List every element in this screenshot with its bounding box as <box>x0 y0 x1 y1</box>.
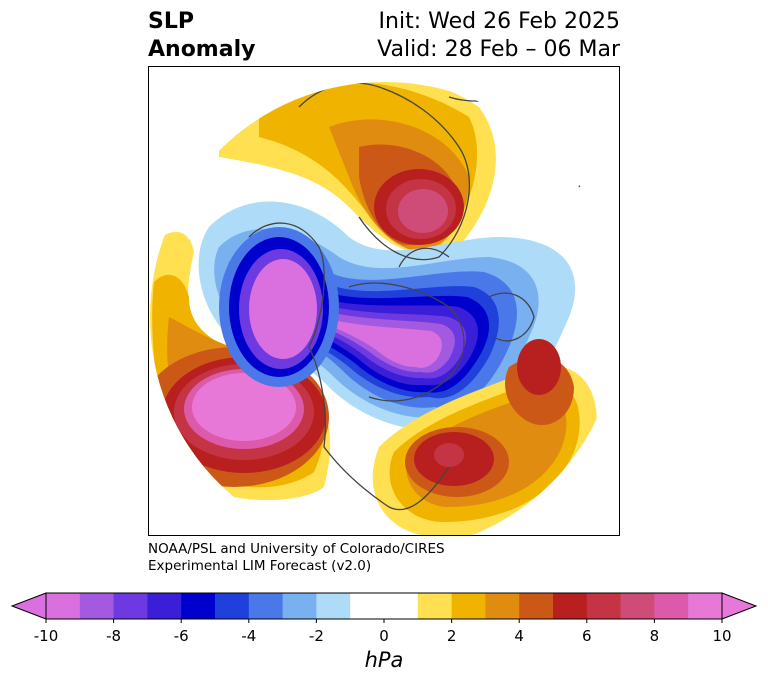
colorbar-swatch <box>654 593 689 619</box>
colorbar-swatch <box>688 593 723 619</box>
colorbar-swatch <box>451 593 486 619</box>
colorbar-tick-label: 10 <box>712 627 732 645</box>
title-variable: SLP <box>148 9 194 34</box>
colorbar-swatch <box>316 593 351 619</box>
init-date: Init: Wed 26 Feb 2025 <box>378 9 620 34</box>
colorbar-swatch <box>620 593 655 619</box>
colorbar-tick-label: 6 <box>582 627 592 645</box>
colorbar-swatch <box>181 593 216 619</box>
colorbar-tick-label: 4 <box>514 627 524 645</box>
colorbar-tick-label: 8 <box>649 627 660 645</box>
colorbar-swatch <box>147 593 182 619</box>
colorbar-tick-label: -8 <box>106 627 122 645</box>
colorbar-tick-label: -4 <box>241 627 257 645</box>
colorbar-swatch <box>248 593 284 619</box>
colorbar-swatch <box>113 593 148 619</box>
europe-high <box>219 82 496 257</box>
colorbar-swatch <box>586 593 622 619</box>
colorbar-swatch <box>384 593 419 619</box>
colorbar-tick-label: 2 <box>446 627 457 645</box>
colorbar-swatch <box>350 593 385 619</box>
colorbar-swatch <box>417 593 453 619</box>
colorbar-swatch <box>215 593 250 619</box>
map-panel <box>148 66 620 536</box>
colorbar-tick-label: 0 <box>379 627 389 645</box>
north-pacific-low <box>150 347 329 487</box>
colorbar-swatch <box>519 593 554 619</box>
atlantic-high <box>372 339 597 535</box>
colorbar-swatch <box>282 593 317 619</box>
colorbar-extend-max <box>721 592 758 620</box>
colorbar-swatch <box>79 593 115 619</box>
colorbar-units: hPa <box>364 648 404 672</box>
title-type: Anomaly <box>148 37 256 62</box>
colorbar <box>10 592 758 623</box>
chart-title-right: Init: Wed 26 Feb 2025 Valid: 28 Feb – 06… <box>377 8 620 64</box>
chart-title-left: SLP Anomaly <box>148 8 255 64</box>
colorbar-swatch <box>46 593 81 619</box>
colorbar-tick-label: -6 <box>173 627 189 645</box>
anomaly-map <box>149 67 619 535</box>
credit-line-2: Experimental LIM Forecast (v2.0) <box>148 558 372 574</box>
colorbar-tick-label: -2 <box>308 627 324 645</box>
colorbar-swatch <box>553 593 588 619</box>
credit-line-1: NOAA/PSL and University of Colorado/CIRE… <box>148 541 445 557</box>
colorbar-swatch <box>485 593 520 619</box>
colorbar-extend-min <box>10 592 47 620</box>
credit-text: NOAA/PSL and University of Colorado/CIRE… <box>148 541 445 575</box>
valid-range: Valid: 28 Feb – 06 Mar <box>377 37 620 62</box>
colorbar-tick-label: -10 <box>33 627 59 645</box>
